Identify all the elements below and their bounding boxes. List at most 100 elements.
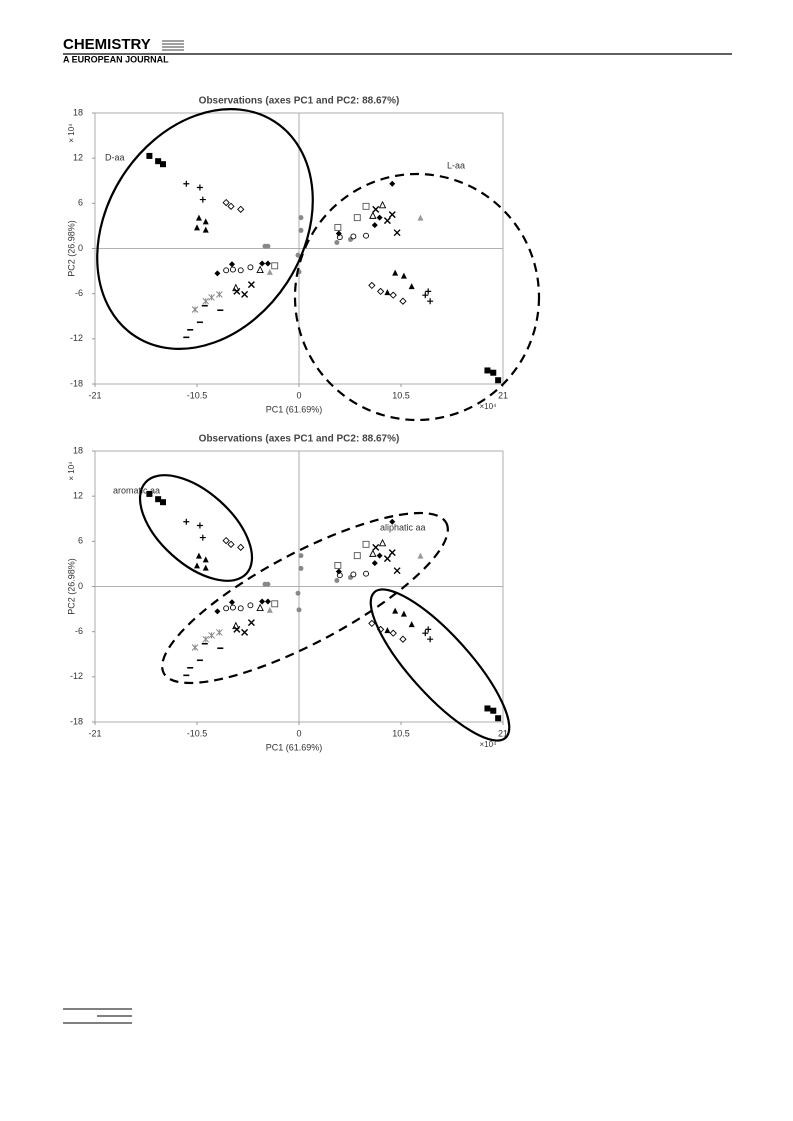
data-point [228, 599, 235, 606]
point-series [262, 553, 353, 613]
point-series [233, 543, 401, 636]
point-series [183, 180, 434, 305]
data-point [495, 377, 502, 384]
data-point [383, 555, 391, 563]
data-point [298, 215, 304, 221]
data-point [237, 205, 245, 213]
point-series [183, 304, 224, 339]
data-point [335, 230, 342, 237]
x-tick-label: 10.5 [392, 728, 410, 738]
data-point [183, 518, 190, 525]
x-axis-label: PC1 (61.69%) [266, 404, 323, 414]
data-point [146, 490, 153, 497]
data-point [417, 214, 424, 221]
data-point [256, 603, 264, 612]
y-tick-label: 18 [73, 445, 83, 455]
cluster-ellipse [369, 588, 511, 742]
data-point [369, 211, 377, 219]
data-point [389, 629, 397, 637]
data-point [247, 281, 255, 289]
y-tick-label: 6 [78, 536, 83, 546]
y-tick-label: -6 [75, 288, 83, 298]
data-point [427, 636, 434, 643]
data-point [388, 211, 396, 219]
x-tick-label: -21 [88, 390, 101, 400]
data-point [202, 564, 209, 571]
data-point [247, 619, 255, 627]
data-point [155, 496, 162, 503]
data-point [368, 619, 376, 628]
point-series [183, 518, 434, 643]
data-point [372, 205, 380, 213]
data-point [347, 236, 353, 242]
chart-title: Observations (axes PC1 and PC2: 88.67%) [199, 434, 400, 445]
scatter-chart: Observations (axes PC1 and PC2: 88.67%) -… [66, 96, 508, 415]
data-point [266, 606, 273, 613]
data-point [233, 625, 241, 633]
data-point [400, 610, 407, 617]
point-series [146, 490, 502, 722]
data-point [295, 590, 301, 596]
annotation: D-aa [105, 152, 125, 162]
data-point [298, 553, 304, 559]
point-series [214, 180, 396, 277]
y-tick-label: -12 [70, 671, 83, 681]
data-point [399, 635, 407, 643]
point-series [214, 518, 396, 615]
data-point [233, 287, 241, 295]
y-tick-label: -18 [70, 378, 83, 388]
y-axis-label: PC2 (26.98%) [66, 558, 76, 615]
data-point [241, 628, 249, 636]
point-series [183, 642, 224, 677]
data-point [490, 707, 497, 714]
data-point [425, 288, 432, 295]
y-tick-label: 18 [73, 107, 83, 117]
data-point [214, 608, 221, 615]
data-point [400, 272, 407, 279]
data-point [191, 306, 199, 313]
data-point [196, 184, 203, 191]
data-point [371, 222, 378, 229]
y-tick-label: 6 [78, 198, 83, 208]
data-point [363, 232, 369, 239]
data-point [241, 290, 249, 298]
data-point [202, 635, 210, 643]
data-point [194, 224, 200, 231]
y-tick-label: -12 [70, 333, 83, 343]
data-point [227, 202, 235, 210]
y-multiplier: × 10⁴ [67, 461, 76, 481]
footnote-rules [63, 1008, 132, 1024]
data-point [146, 152, 153, 159]
x-tick-label: -10.5 [187, 390, 208, 400]
x-tick-label: 21 [498, 390, 508, 400]
x-multiplier: ×10⁴ [479, 402, 497, 411]
data-point [334, 561, 342, 569]
data-point [388, 549, 396, 557]
data-point [334, 223, 342, 231]
point-series [232, 538, 387, 630]
x-axis-label: PC1 (61.69%) [266, 742, 323, 752]
y-tick-label: 0 [78, 581, 83, 591]
journal-logo-lines [162, 40, 184, 51]
data-point [202, 226, 209, 233]
point-series [191, 629, 223, 651]
data-point [376, 552, 383, 559]
data-point [208, 632, 215, 639]
data-point [199, 196, 206, 203]
data-point [425, 626, 432, 633]
journal-subtitle: A EUROPEAN JOURNAL [63, 54, 169, 64]
data-point [389, 291, 397, 299]
data-point [265, 243, 271, 249]
point-series [223, 232, 369, 274]
data-point [362, 202, 370, 210]
y-tick-label: 12 [73, 153, 83, 163]
cluster-ellipse [96, 108, 314, 350]
data-point [384, 627, 391, 634]
point-series [194, 552, 415, 634]
chart-title: Observations (axes PC1 and PC2: 88.67%) [199, 96, 400, 107]
data-point [196, 522, 203, 529]
data-point [208, 294, 215, 301]
cluster-ellipse [293, 172, 541, 422]
